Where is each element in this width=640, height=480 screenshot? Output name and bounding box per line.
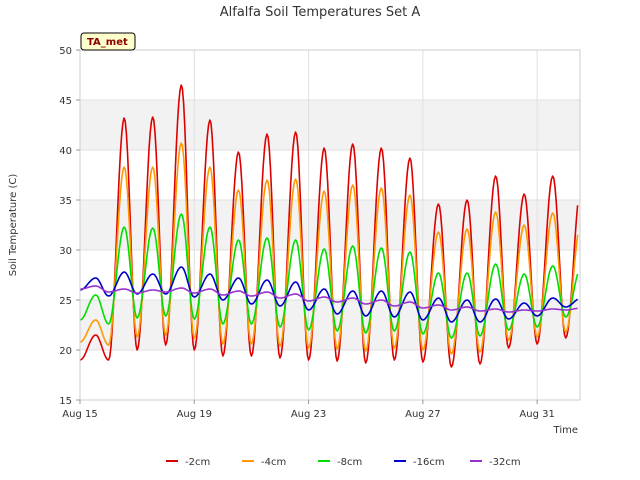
plot-frame (79, 49, 581, 401)
y-tick-label-7: 50 (59, 46, 72, 57)
chart-title: Alfalfa Soil Temperatures Set A (220, 5, 421, 20)
legend-label-3: -16cm (413, 457, 445, 468)
ta-met-badge-label: TA_met (87, 37, 128, 48)
x-tick-label-3: Aug 27 (405, 409, 440, 420)
ta-met-badge: TA_met (80, 32, 136, 51)
legend-label-2: -8cm (337, 457, 362, 468)
y-axis-label: Soil Temperature (C) (8, 174, 19, 277)
legend-label-1: -4cm (261, 457, 286, 468)
legend-label-4: -32cm (489, 457, 521, 468)
x-axis-label: Time (553, 425, 578, 436)
y-tick-label-1: 20 (59, 346, 72, 357)
x-tick-label-1: Aug 19 (177, 409, 212, 420)
series-layer (79, 84, 579, 368)
series-line-4 (80, 285, 578, 313)
x-tick-label-2: Aug 23 (291, 409, 326, 420)
legend-label-0: -2cm (185, 457, 210, 468)
y-tick-label-0: 15 (59, 396, 72, 407)
y-tick-label-4: 35 (59, 196, 72, 207)
x-axis-ticks: Aug 15 Aug 19 Aug 23 Aug 27 Aug 31 (62, 400, 555, 420)
band-5 (80, 100, 580, 150)
y-axis-ticks: 15 20 25 30 35 40 45 50 (59, 46, 80, 407)
y-tick-label-3: 30 (59, 246, 72, 257)
x-tick-label-4: Aug 31 (519, 409, 554, 420)
series-line-1 (79, 142, 579, 355)
y-tick-label-2: 25 (59, 296, 72, 307)
y-tick-label-6: 45 (59, 96, 72, 107)
x-tick-label-0: Aug 15 (62, 409, 97, 420)
series-line-2 (79, 213, 579, 339)
y-tick-label-5: 40 (59, 146, 72, 157)
legend: -2cm -4cm -8cm -16cm -32cm (166, 457, 521, 468)
